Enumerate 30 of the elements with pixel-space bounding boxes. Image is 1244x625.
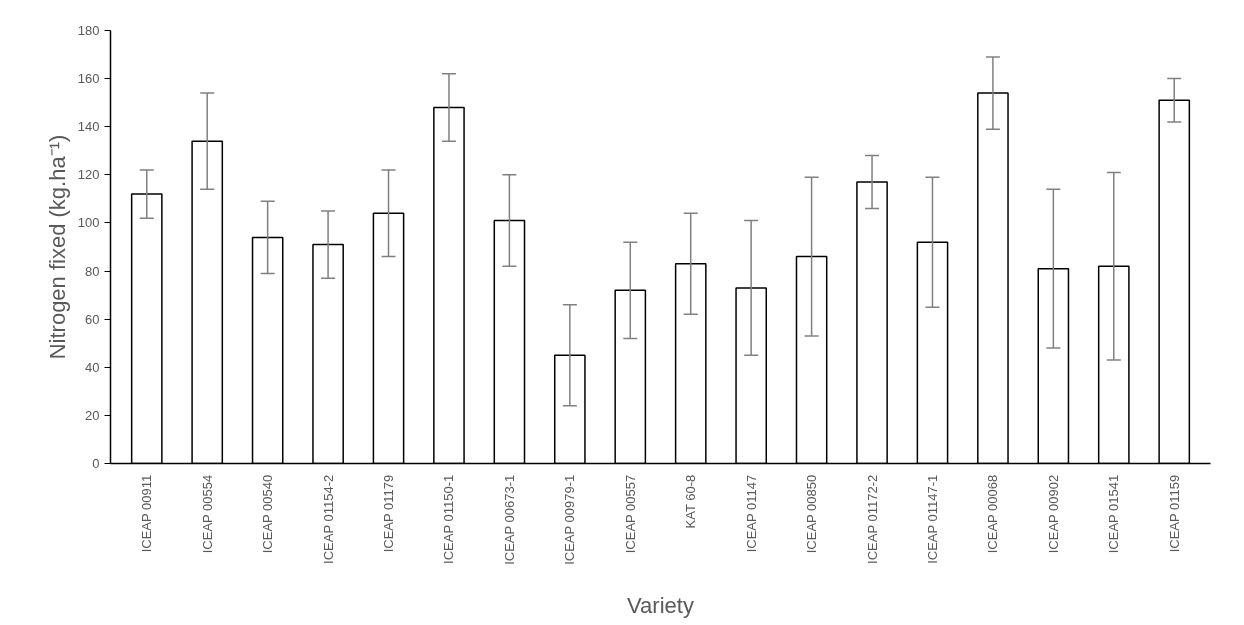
y-tick-label: 100 — [77, 215, 100, 231]
x-tick-label: ICEAP 01179 — [381, 474, 397, 553]
x-tick-label: ICEAP 00673-1 — [501, 474, 517, 565]
x-tick-label: ICEAP 01159 — [1166, 474, 1182, 553]
x-tick-label: ICEAP 00911 — [139, 474, 155, 553]
x-tick-label: ICEAP 01541 — [1106, 474, 1122, 554]
y-tick-label: 80 — [85, 263, 100, 279]
x-tick-label: ICEAP 00068 — [985, 474, 1001, 554]
y-tick-label: 60 — [85, 311, 100, 327]
x-tick-label: ICEAP 01172-2 — [864, 474, 880, 564]
y-axis-title: Nitrogen fixed (kg.ha⁻¹) — [44, 134, 70, 360]
x-tick-label: ICEAP 01147-1 — [924, 474, 940, 564]
y-tick-label: 120 — [77, 167, 100, 183]
y-tick-label: 0 — [92, 456, 100, 471]
y-tick-label: 180 — [77, 23, 100, 38]
x-tick-label: ICEAP 01154-2 — [320, 474, 336, 564]
x-tick-label: ICEAP 00902 — [1045, 474, 1061, 554]
x-tick-label: ICEAP 00979-1 — [562, 474, 578, 565]
x-axis-title: Variety — [627, 592, 694, 618]
y-tick-label: 160 — [77, 71, 100, 87]
x-tick-label: ICEAP 00850 — [804, 474, 820, 554]
x-tick-label: ICEAP 01150-1 — [441, 474, 457, 564]
y-tick-label: 20 — [85, 407, 100, 423]
x-tick-label: ICEAP 00554 — [199, 474, 215, 554]
x-tick-label: ICEAP 01147 — [743, 474, 759, 553]
x-tick-label: ICEAP 00540 — [260, 474, 276, 554]
y-tick-label: 140 — [77, 119, 100, 135]
x-tick-label: KAT 60-8 — [683, 474, 699, 529]
x-tick-label: ICEAP 00557 — [622, 474, 638, 554]
y-tick-label: 40 — [85, 359, 100, 375]
